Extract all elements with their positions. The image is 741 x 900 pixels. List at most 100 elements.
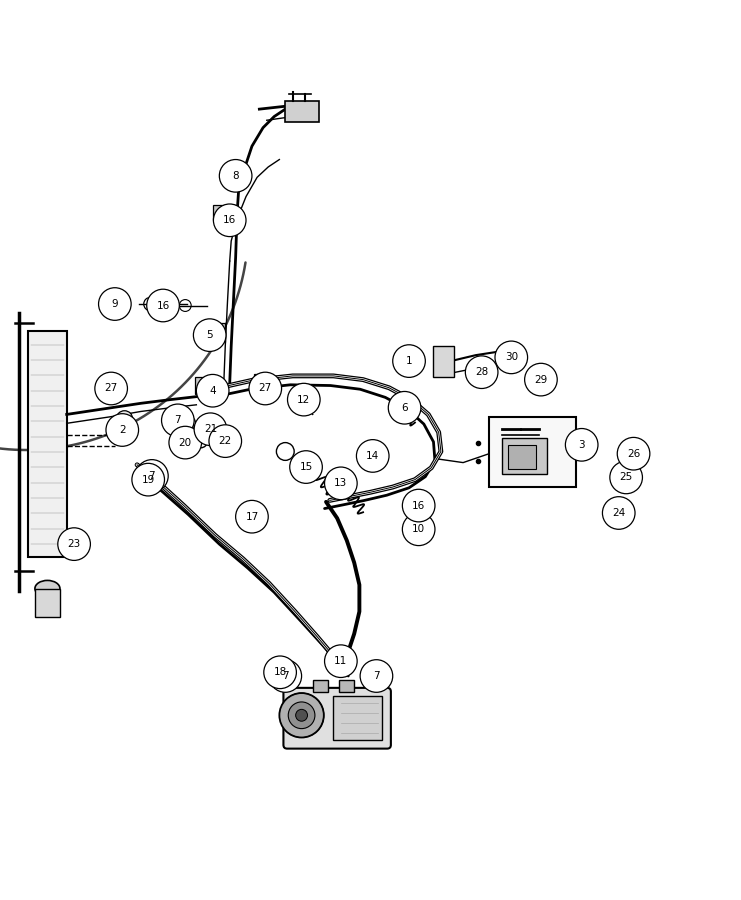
Circle shape	[150, 471, 158, 478]
Bar	[101, 378, 119, 396]
Circle shape	[162, 404, 194, 436]
Circle shape	[249, 373, 282, 405]
Circle shape	[194, 413, 227, 446]
Circle shape	[525, 364, 557, 396]
Circle shape	[279, 693, 324, 737]
Circle shape	[356, 439, 389, 472]
Bar	[433, 346, 454, 377]
Text: 17: 17	[245, 512, 259, 522]
Text: 10: 10	[412, 525, 425, 535]
Bar	[489, 417, 576, 487]
Circle shape	[95, 373, 127, 405]
Circle shape	[388, 392, 421, 424]
Circle shape	[602, 497, 635, 529]
Circle shape	[296, 709, 308, 721]
Text: 12: 12	[297, 394, 310, 405]
Circle shape	[213, 204, 246, 237]
Bar	[213, 205, 236, 220]
Circle shape	[146, 466, 162, 482]
Text: 22: 22	[219, 436, 232, 446]
Circle shape	[196, 374, 229, 407]
Circle shape	[106, 414, 139, 446]
Circle shape	[193, 319, 226, 351]
Circle shape	[169, 427, 202, 459]
Text: 14: 14	[366, 451, 379, 461]
Bar	[285, 101, 319, 122]
Bar	[212, 322, 225, 342]
Text: 24: 24	[612, 508, 625, 518]
Text: 4: 4	[210, 386, 216, 396]
Circle shape	[393, 345, 425, 377]
Circle shape	[617, 437, 650, 470]
Text: 5: 5	[207, 330, 213, 340]
Circle shape	[368, 666, 385, 683]
Text: 19: 19	[142, 474, 155, 484]
Text: 7: 7	[149, 471, 155, 481]
Circle shape	[236, 500, 268, 533]
Circle shape	[116, 410, 133, 427]
Circle shape	[284, 670, 291, 679]
Text: 16: 16	[223, 215, 236, 225]
Circle shape	[402, 490, 435, 522]
Text: 16: 16	[412, 500, 425, 510]
Text: 26: 26	[627, 449, 640, 459]
Circle shape	[147, 289, 179, 322]
Text: 27: 27	[259, 383, 272, 393]
Text: 27: 27	[104, 383, 118, 393]
Circle shape	[58, 527, 90, 561]
Circle shape	[269, 660, 302, 692]
Circle shape	[495, 341, 528, 374]
Text: 20: 20	[179, 437, 192, 447]
Circle shape	[264, 656, 296, 688]
Text: 29: 29	[534, 374, 548, 384]
Circle shape	[290, 451, 322, 483]
Text: 18: 18	[273, 667, 287, 678]
Text: 3: 3	[579, 440, 585, 450]
Bar	[339, 680, 354, 691]
Circle shape	[402, 513, 435, 545]
Bar	[35, 589, 60, 616]
Text: 25: 25	[619, 472, 633, 482]
Text: 23: 23	[67, 539, 81, 549]
Bar	[254, 374, 272, 392]
Text: 7: 7	[175, 416, 181, 426]
Bar	[508, 445, 536, 469]
Text: 30: 30	[505, 353, 518, 363]
Text: 2: 2	[119, 425, 125, 435]
Bar	[195, 376, 213, 394]
Bar	[28, 331, 67, 557]
Text: 8: 8	[233, 171, 239, 181]
Bar	[333, 696, 382, 741]
Bar	[313, 680, 328, 691]
Text: 11: 11	[334, 656, 348, 666]
Text: 16: 16	[156, 301, 170, 310]
Bar	[502, 438, 547, 473]
Circle shape	[465, 356, 498, 389]
Circle shape	[288, 383, 320, 416]
Text: 28: 28	[475, 367, 488, 377]
Circle shape	[610, 461, 642, 494]
Text: 7: 7	[282, 671, 288, 681]
Text: 13: 13	[334, 478, 348, 489]
Circle shape	[99, 288, 131, 320]
Circle shape	[360, 660, 393, 692]
Text: 15: 15	[299, 462, 313, 472]
Circle shape	[136, 460, 168, 492]
Circle shape	[565, 428, 598, 461]
Circle shape	[209, 425, 242, 457]
Circle shape	[373, 670, 380, 679]
Circle shape	[325, 645, 357, 678]
FancyBboxPatch shape	[283, 688, 391, 749]
Text: 1: 1	[406, 356, 412, 366]
Text: 9: 9	[112, 299, 118, 309]
Circle shape	[325, 467, 357, 500]
Text: 7: 7	[373, 671, 379, 681]
Circle shape	[219, 159, 252, 192]
Ellipse shape	[35, 580, 60, 597]
Circle shape	[121, 415, 128, 423]
Circle shape	[288, 702, 315, 729]
Circle shape	[132, 464, 165, 496]
Text: 21: 21	[204, 424, 217, 435]
Text: 6: 6	[402, 403, 408, 413]
Circle shape	[279, 666, 296, 683]
